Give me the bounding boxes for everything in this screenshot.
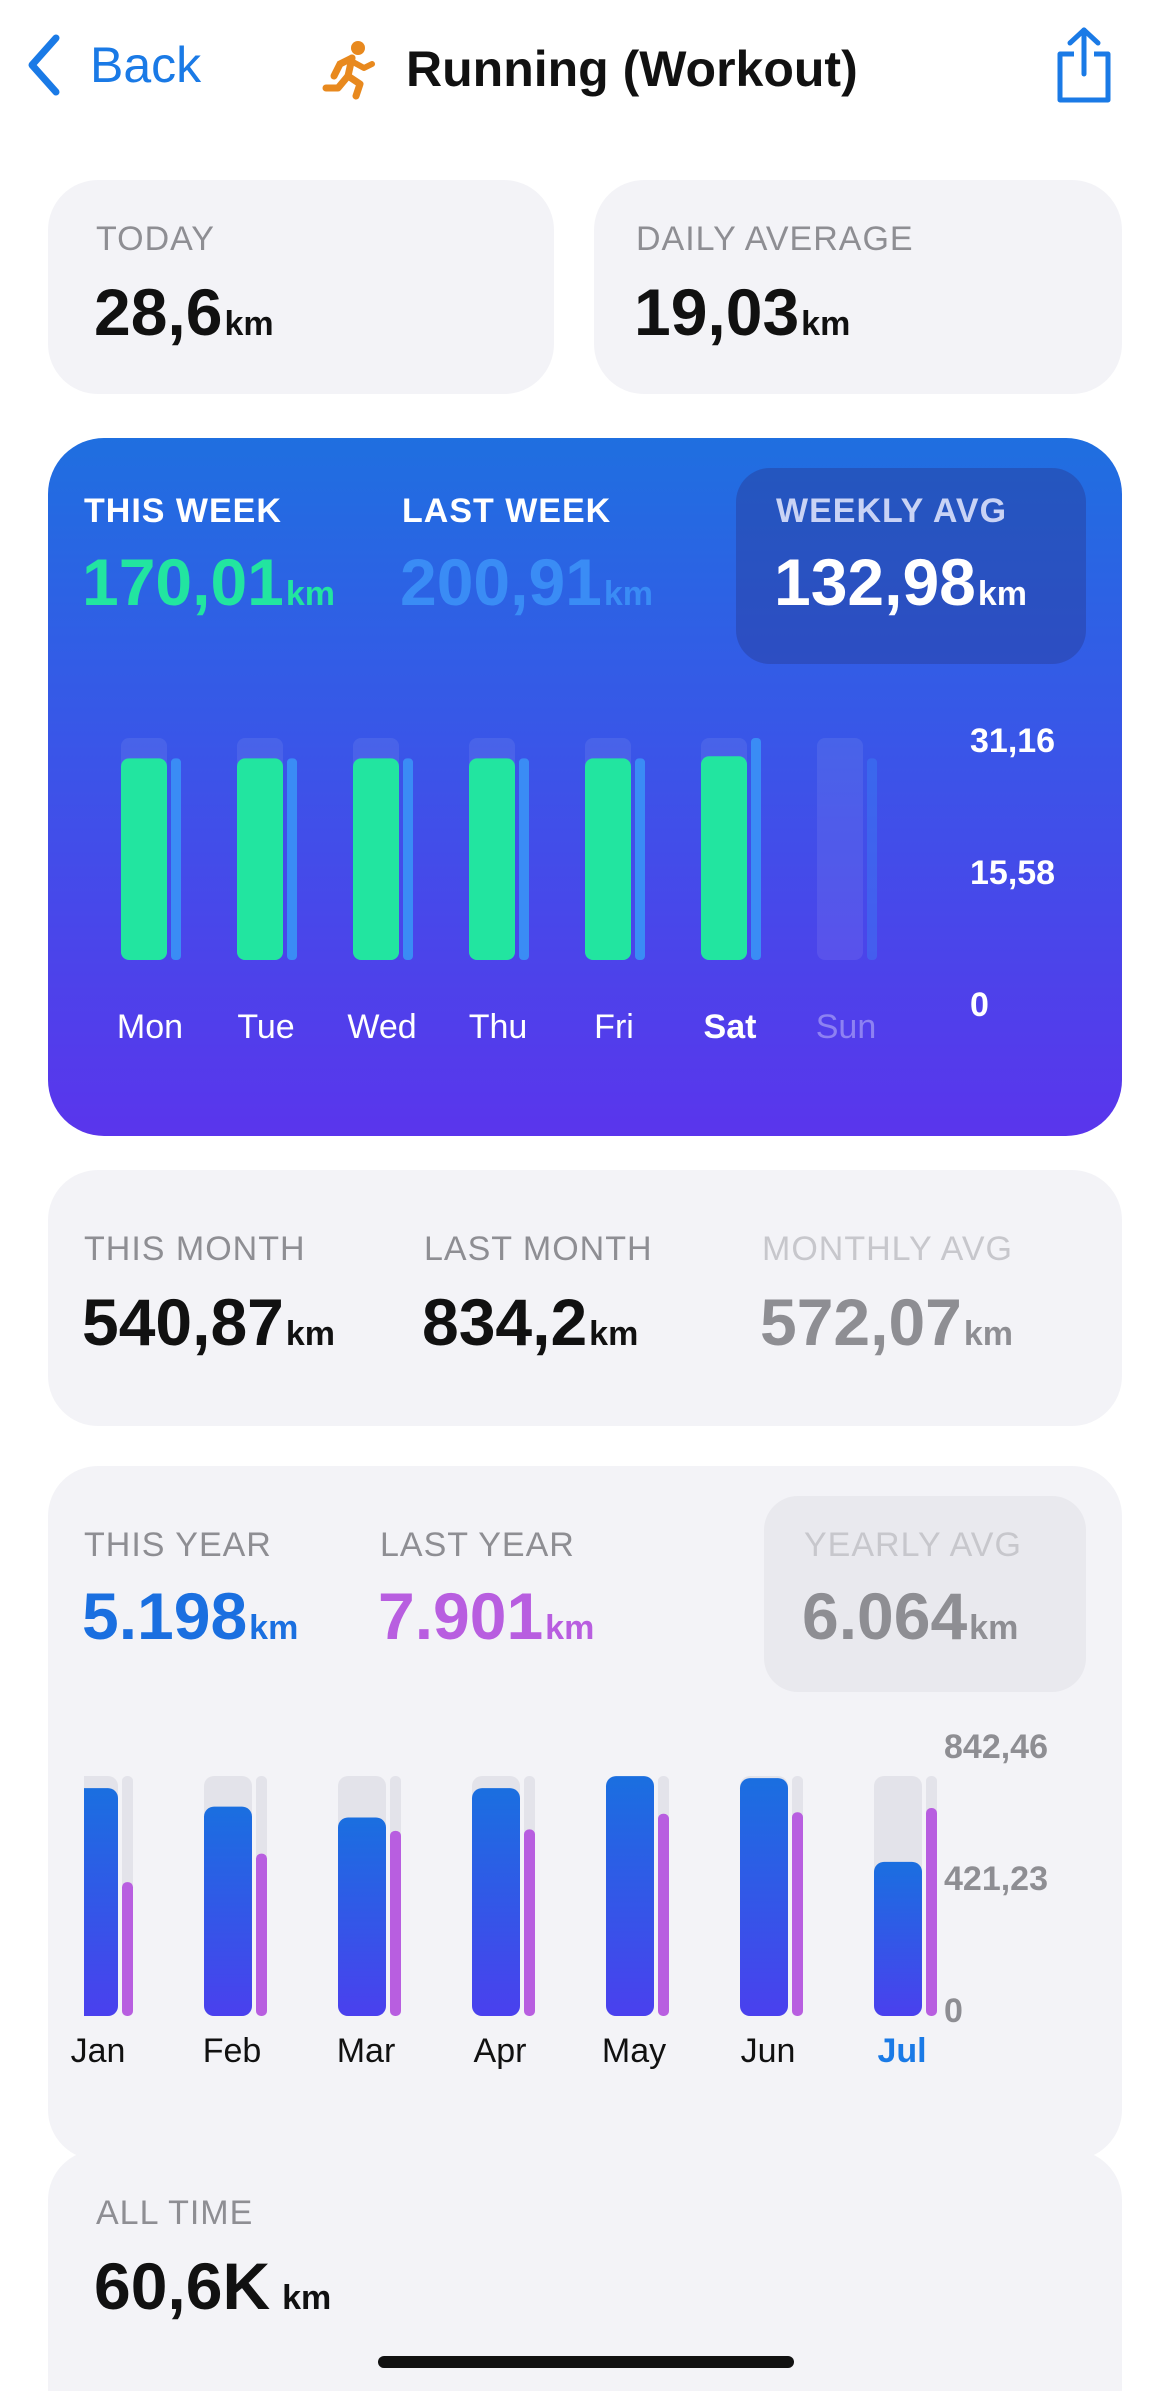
week-day-label: Fri	[594, 1008, 634, 1046]
today-label: TODAY	[96, 220, 215, 258]
week-day-label: Thu	[468, 1008, 528, 1046]
month-card[interactable]: THIS MONTH 540,87km LAST MONTH 834,2km M…	[48, 1170, 1122, 1426]
year-y-tick-top: 842,46	[944, 1728, 1048, 1766]
week-bar-last-week	[519, 758, 529, 960]
week-bar-this-week	[121, 758, 167, 960]
year-y-tick-zero: 0	[944, 1992, 963, 2030]
week-y-tick-top: 31,16	[970, 722, 1056, 760]
week-bar-last-week	[171, 758, 181, 960]
last-month-label: LAST MONTH	[424, 1230, 653, 1268]
year-bar-this-year	[472, 1788, 520, 2016]
unit: km	[224, 305, 274, 343]
unit: km	[801, 305, 851, 343]
year-chart-clip	[84, 1766, 984, 2066]
week-bar-last-week	[867, 758, 877, 960]
last-week-value: 200,91km	[400, 545, 654, 619]
share-icon[interactable]	[1052, 26, 1116, 106]
back-button[interactable]: Back	[24, 30, 201, 100]
last-year-label: LAST YEAR	[380, 1526, 575, 1564]
this-week-value: 170,01km	[82, 545, 336, 619]
year-month-label: May	[601, 2032, 667, 2070]
week-day-label: Tue	[237, 1008, 295, 1046]
week-bar-last-week	[287, 758, 297, 960]
today-card[interactable]: TODAY 28,6km	[48, 180, 554, 394]
this-week-label: THIS WEEK	[84, 492, 282, 530]
year-bar-last-year	[524, 1829, 535, 2016]
weekly-avg-value: 132,98km	[774, 545, 1028, 619]
monthly-avg-value: 572,07km	[760, 1285, 1014, 1359]
daily-average-label: DAILY AVERAGE	[636, 220, 914, 258]
all-time-value: 60,6K km	[94, 2249, 332, 2323]
year-month-label: Jan	[70, 2032, 126, 2070]
daily-average-card[interactable]: DAILY AVERAGE 19,03km	[594, 180, 1122, 394]
weekly-avg-box: WEEKLY AVG 132,98km	[736, 468, 1086, 664]
week-day-label: Mon	[116, 1008, 184, 1046]
weekly-avg-label: WEEKLY AVG	[776, 492, 1008, 530]
week-bar-last-week	[635, 758, 645, 960]
week-day-label: Sun	[815, 1008, 877, 1046]
year-bar-last-year	[658, 1813, 669, 2016]
back-label: Back	[90, 37, 202, 93]
chevron-left-icon	[28, 34, 60, 96]
year-month-label: Apr	[473, 2032, 527, 2070]
year-bar-last-year	[256, 1853, 267, 2016]
year-bar-last-year	[926, 1808, 937, 2016]
nav-bar: Back Running (Workout)	[0, 0, 1170, 140]
running-figure-icon	[322, 41, 375, 100]
all-time-label: ALL TIME	[96, 2194, 254, 2232]
year-y-tick-mid: 421,23	[944, 1860, 1048, 1898]
weekly-bar-chart	[121, 738, 877, 960]
year-bar-this-year	[606, 1776, 654, 2016]
last-week-label: LAST WEEK	[402, 492, 612, 530]
week-bar-this-week	[469, 758, 515, 960]
year-bar-this-year	[204, 1806, 252, 2016]
year-bar-this-year	[874, 1861, 922, 2016]
week-bar-last-week	[751, 738, 761, 960]
this-year-label: THIS YEAR	[84, 1526, 272, 1564]
week-day-label: Sat	[703, 1008, 757, 1046]
year-bar-this-year	[740, 1778, 788, 2016]
all-time-card[interactable]: ALL TIME 60,6K km	[48, 2150, 1122, 2391]
year-month-label: Mar	[336, 2032, 396, 2070]
week-y-tick-zero: 0	[970, 986, 989, 1024]
week-y-tick-mid: 15,58	[970, 854, 1056, 892]
year-bar-last-year	[390, 1830, 401, 2016]
year-month-label: Jul	[877, 2032, 927, 2070]
week-bar-this-week	[701, 756, 747, 960]
today-value: 28,6km	[94, 275, 274, 349]
year-month-label: Feb	[202, 2032, 262, 2070]
year-card[interactable]: THIS YEAR 5.198km LAST YEAR 7.901km YEAR…	[48, 1466, 1122, 2160]
week-bar-track	[817, 738, 863, 960]
week-bar-last-week	[403, 758, 413, 960]
week-day-label: Wed	[347, 1008, 417, 1046]
year-bar-this-year	[338, 1817, 386, 2016]
week-bar-this-week	[237, 758, 283, 960]
this-month-label: THIS MONTH	[84, 1230, 306, 1268]
last-month-value: 834,2km	[422, 1285, 639, 1359]
title-text: Running (Workout)	[406, 41, 858, 97]
home-indicator	[378, 2356, 794, 2368]
this-month-value: 540,87km	[82, 1285, 336, 1359]
week-bar-this-week	[585, 758, 631, 960]
week-bar-this-week	[353, 758, 399, 960]
year-bar-last-year	[792, 1812, 803, 2016]
year-bar-last-year	[122, 1882, 133, 2016]
week-card[interactable]: THIS WEEK 170,01km LAST WEEK 200,91km WE…	[48, 438, 1122, 1136]
page-title: Running (Workout)	[318, 34, 858, 104]
monthly-avg-label: MONTHLY AVG	[762, 1230, 1013, 1268]
this-year-value: 5.198km	[82, 1579, 299, 1653]
yearly-avg-value: 6.064km	[802, 1579, 1019, 1653]
year-bar-this-year	[84, 1788, 118, 2016]
year-month-label: Jun	[740, 2032, 796, 2070]
last-year-value: 7.901km	[378, 1579, 595, 1653]
yearly-avg-label: YEARLY AVG	[804, 1526, 1022, 1564]
daily-average-value: 19,03km	[634, 275, 851, 349]
yearly-bar-chart	[84, 1776, 937, 2016]
yearly-avg-box: YEARLY AVG 6.064km	[764, 1496, 1086, 1692]
